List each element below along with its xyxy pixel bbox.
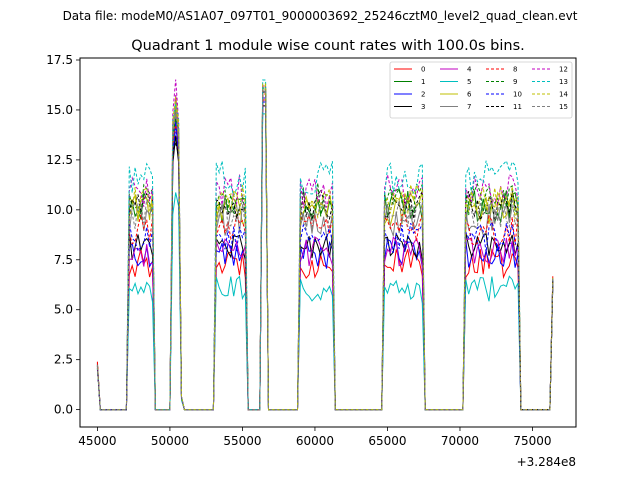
legend-label: 7 — [467, 103, 471, 111]
y-tick-label: 0.0 — [54, 403, 73, 417]
chart-suptitle: Data file: modeM0/AS1A07_097T01_90000036… — [63, 9, 578, 23]
x-axis: 45000 50000 55000 60000 65000 70000 75000 — [78, 427, 552, 448]
x-tick-label: 55000 — [223, 434, 261, 448]
plot-lines — [96, 79, 554, 411]
series-line-14 — [96, 83, 554, 411]
plot-frame — [79, 57, 577, 428]
legend-label: 12 — [559, 66, 568, 74]
chart-title: Quadrant 1 module wise count rates with … — [131, 38, 525, 54]
series-line-13 — [96, 79, 554, 411]
legend-label: 9 — [513, 78, 517, 86]
legend-label: 8 — [513, 66, 517, 74]
y-axis: 0.0 2.5 5.0 7.5 10.0 12.5 15.0 17.5 — [46, 53, 80, 417]
y-tick-label: 2.5 — [54, 353, 73, 367]
legend-label: 15 — [559, 103, 568, 111]
legend-label: 5 — [467, 78, 471, 86]
legend-label: 6 — [467, 91, 472, 99]
legend-box — [389, 61, 573, 119]
y-tick-label: 10.0 — [46, 203, 73, 217]
legend-label: 13 — [559, 78, 568, 86]
series-line-15 — [96, 89, 554, 411]
x-tick-label: 70000 — [441, 434, 479, 448]
legend-label: 2 — [421, 91, 425, 99]
x-tick-label: 60000 — [296, 434, 334, 448]
series-line-3 — [96, 105, 554, 411]
series-line-11 — [96, 91, 554, 411]
y-tick-label: 15.0 — [46, 103, 73, 117]
x-tick-label: 75000 — [513, 434, 551, 448]
legend-label: 10 — [513, 91, 522, 99]
y-tick-label: 7.5 — [54, 253, 73, 267]
series-line-5 — [96, 113, 554, 411]
y-tick-label: 12.5 — [46, 153, 73, 167]
legend-label: 11 — [513, 103, 522, 111]
x-tick-label: 50000 — [151, 434, 189, 448]
series-line-9 — [96, 87, 554, 411]
y-tick-label: 17.5 — [46, 53, 73, 67]
legend-label: 0 — [421, 66, 425, 74]
x-tick-label: 65000 — [368, 434, 406, 448]
legend-label: 14 — [559, 91, 568, 99]
x-tick-label: 45000 — [78, 434, 116, 448]
x-offset-label: +3.284e8 — [517, 455, 576, 469]
legend-label: 4 — [467, 66, 472, 74]
legend-label: 1 — [421, 78, 425, 86]
y-tick-label: 5.0 — [54, 303, 73, 317]
legend-label: 3 — [421, 103, 425, 111]
